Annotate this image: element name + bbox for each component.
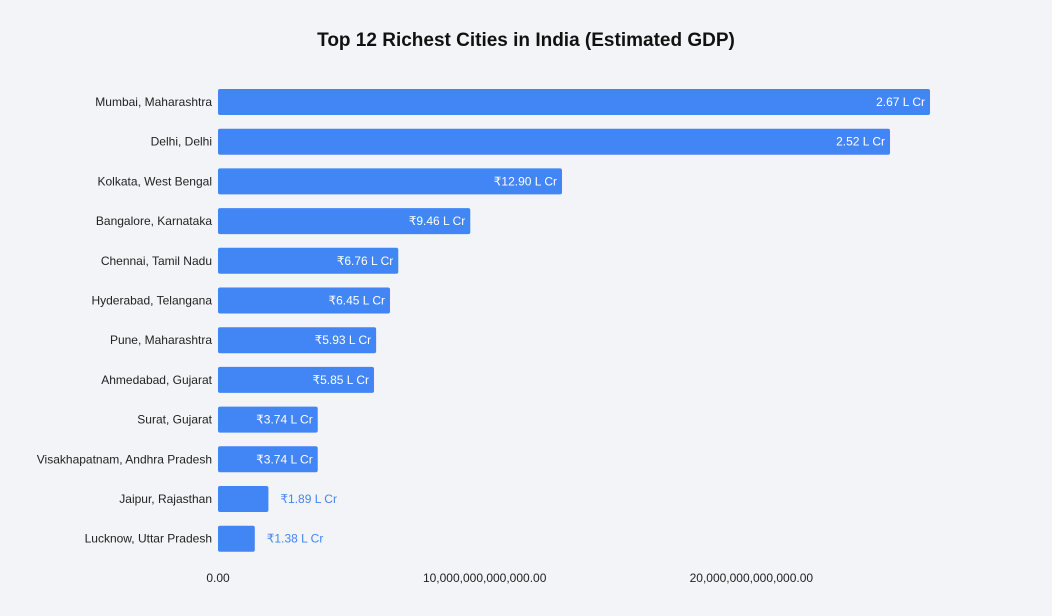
- category-label: Hyderabad, Telangana: [91, 294, 212, 308]
- chart-title: Top 12 Richest Cities in India (Estimate…: [317, 30, 735, 51]
- data-label: 2.67 L Cr: [876, 95, 925, 109]
- bar: [218, 89, 930, 115]
- x-tick-label: 0.00: [206, 571, 230, 585]
- data-label: ₹3.74 L Cr: [256, 452, 313, 466]
- data-label: ₹5.93 L Cr: [315, 333, 372, 347]
- category-label: Lucknow, Uttar Pradesh: [85, 532, 212, 546]
- bar: [218, 446, 318, 473]
- bar: [218, 128, 890, 155]
- data-label: ₹6.76 L Cr: [337, 254, 394, 268]
- x-tick-label: 10,000,000,000,000.00: [423, 571, 547, 585]
- bar: [218, 406, 318, 433]
- category-label: Ahmedabad, Gujarat: [101, 373, 212, 387]
- bar: [218, 327, 377, 354]
- data-label: ₹5.85 L Cr: [312, 373, 369, 387]
- category-label: Kolkata, West Bengal: [97, 174, 212, 188]
- bar: [218, 366, 374, 393]
- data-label: ₹6.45 L Cr: [328, 294, 385, 308]
- data-label: ₹1.38 L Cr: [267, 532, 324, 546]
- category-label: Visakhapatnam, Andhra Pradesh: [37, 452, 212, 466]
- data-label: ₹1.89 L Cr: [280, 492, 337, 506]
- category-label: Surat, Gujarat: [137, 413, 212, 427]
- data-label: ₹12.90 L Cr: [494, 174, 557, 188]
- category-label: Jaipur, Rajasthan: [119, 492, 212, 506]
- bar: [218, 287, 390, 314]
- category-label: Pune, Maharashtra: [110, 333, 212, 347]
- data-label: ₹3.74 L Cr: [256, 413, 313, 427]
- category-label: Chennai, Tamil Nadu: [101, 254, 212, 268]
- bar: [218, 247, 399, 274]
- x-tick-label: 20,000,000,000,000.00: [690, 571, 814, 585]
- bar: [218, 486, 269, 512]
- bar: [218, 208, 471, 235]
- category-label: Delhi, Delhi: [151, 135, 212, 149]
- category-label: Bangalore, Karnataka: [96, 214, 212, 228]
- bar: [218, 525, 255, 552]
- data-label: ₹9.46 L Cr: [409, 214, 466, 228]
- data-label: 2.52 L Cr: [836, 135, 885, 149]
- bar: [218, 168, 562, 195]
- category-label: Mumbai, Maharashtra: [95, 95, 212, 109]
